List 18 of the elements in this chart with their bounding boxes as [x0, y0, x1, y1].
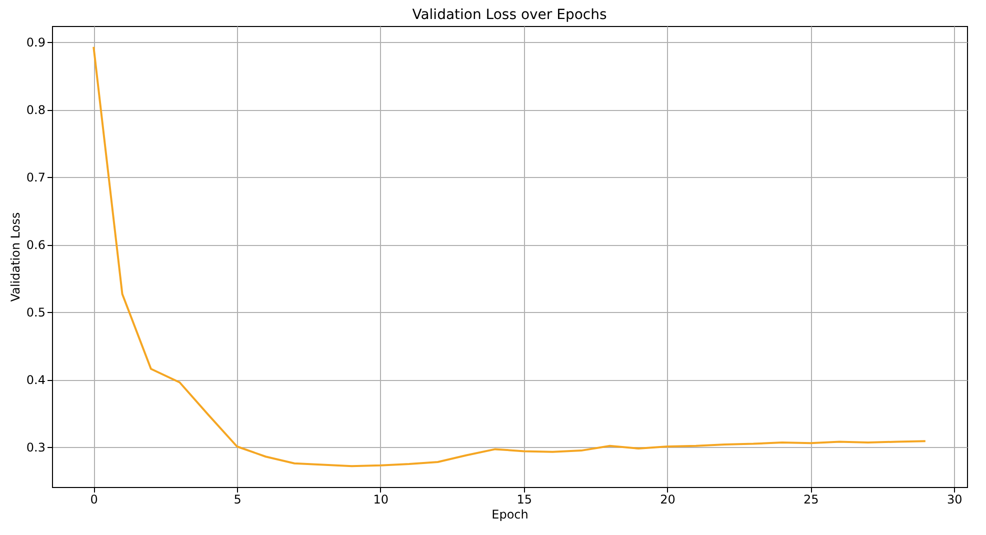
x-tick-label: 30 [946, 492, 962, 506]
x-tick-label: 15 [516, 492, 532, 506]
x-axis-title: Epoch [492, 508, 528, 522]
x-tick-label: 5 [234, 492, 242, 506]
y-tick-label: 0.9 [26, 36, 46, 50]
y-tick-label: 0.3 [26, 440, 46, 455]
y-tick-label: 0.4 [26, 373, 46, 388]
line-series [92, 46, 926, 468]
y-tick-label: 0.7 [26, 170, 46, 185]
y-tick-label: 0.6 [26, 238, 46, 252]
chart-title: Validation Loss over Epochs [412, 7, 607, 23]
x-tick-label: 10 [373, 492, 389, 506]
x-tick-label: 0 [90, 492, 98, 506]
y-tick-label: 0.5 [26, 306, 46, 320]
y-tick-label: 0.8 [26, 103, 46, 118]
y-axis-title: Validation Loss [8, 212, 22, 302]
x-tick-label: 20 [660, 492, 676, 506]
x-tick-label: 25 [804, 492, 819, 506]
